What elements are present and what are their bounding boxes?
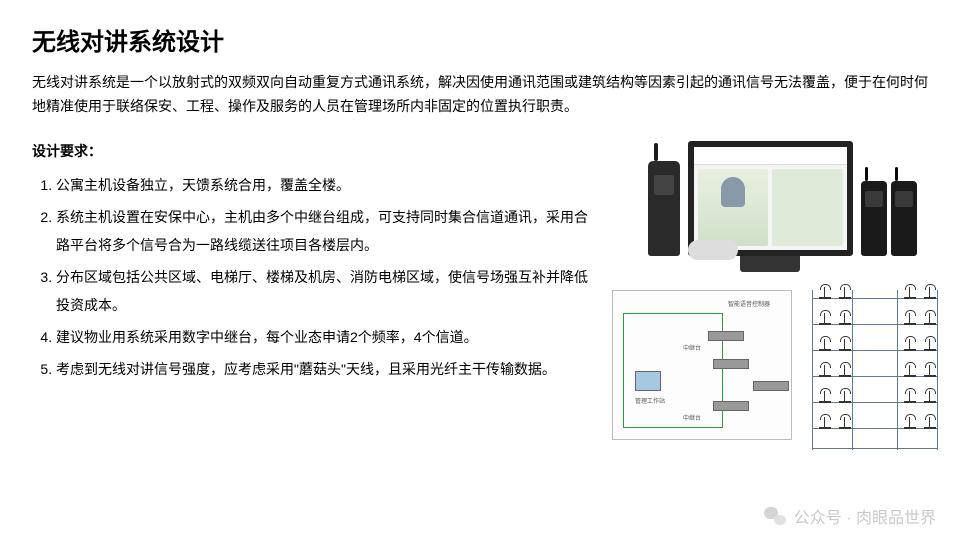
antenna-distribution-diagram [802,290,952,460]
radio-pair-icon [861,181,917,256]
requirements-column: 设计要求： 公寓主机设备独立，天馈系统合用，覆盖全楼。 系统主机设置在安保中心，… [32,141,592,460]
requirements-list: 公寓主机设备独立，天馈系统合用，覆盖全楼。 系统主机设置在安保中心，主机由多个中… [32,171,592,383]
requirement-item: 分布区域包括公共区域、电梯厅、楼梯及机房、消防电梯区域，使信号场强互补并降低投资… [56,263,592,319]
images-column: 智能语音控制器 中继台 管理工作站 中继台 [612,141,952,460]
requirement-item: 公寓主机设备独立，天馈系统合用，覆盖全楼。 [56,171,592,199]
base-station-icon [688,240,738,260]
requirement-item: 建议物业用系统采用数字中继台，每个业态申请2个频率，4个信道。 [56,323,592,351]
monitor-icon [688,141,853,256]
walkie-talkie-icon [648,161,680,256]
equipment-illustration [612,141,952,256]
watermark: 公众号 · 肉眼品世界 [764,504,936,528]
requirement-item: 考虑到无线对讲信号强度，应考虑采用"蘑菇头"天线，且采用光纤主干传输数据。 [56,355,592,383]
diagram-row: 智能语音控制器 中继台 管理工作站 中继台 [612,290,952,460]
intro-paragraph: 无线对讲系统是一个以放射式的双频双向自动重复方式通讯系统，解决因使用通讯范围或建… [32,71,928,119]
system-diagram: 智能语音控制器 中继台 管理工作站 中继台 [612,290,792,440]
page-title: 无线对讲系统设计 [32,22,928,57]
wechat-icon [764,505,786,527]
requirements-heading: 设计要求： [32,141,592,161]
content-row: 设计要求： 公寓主机设备独立，天馈系统合用，覆盖全楼。 系统主机设置在安保中心，… [32,141,928,460]
requirement-item: 系统主机设置在安保中心，主机由多个中继台组成，可支持同时集合信道通讯，采用合路平… [56,203,592,259]
watermark-text: 公众号 · 肉眼品世界 [794,504,936,528]
